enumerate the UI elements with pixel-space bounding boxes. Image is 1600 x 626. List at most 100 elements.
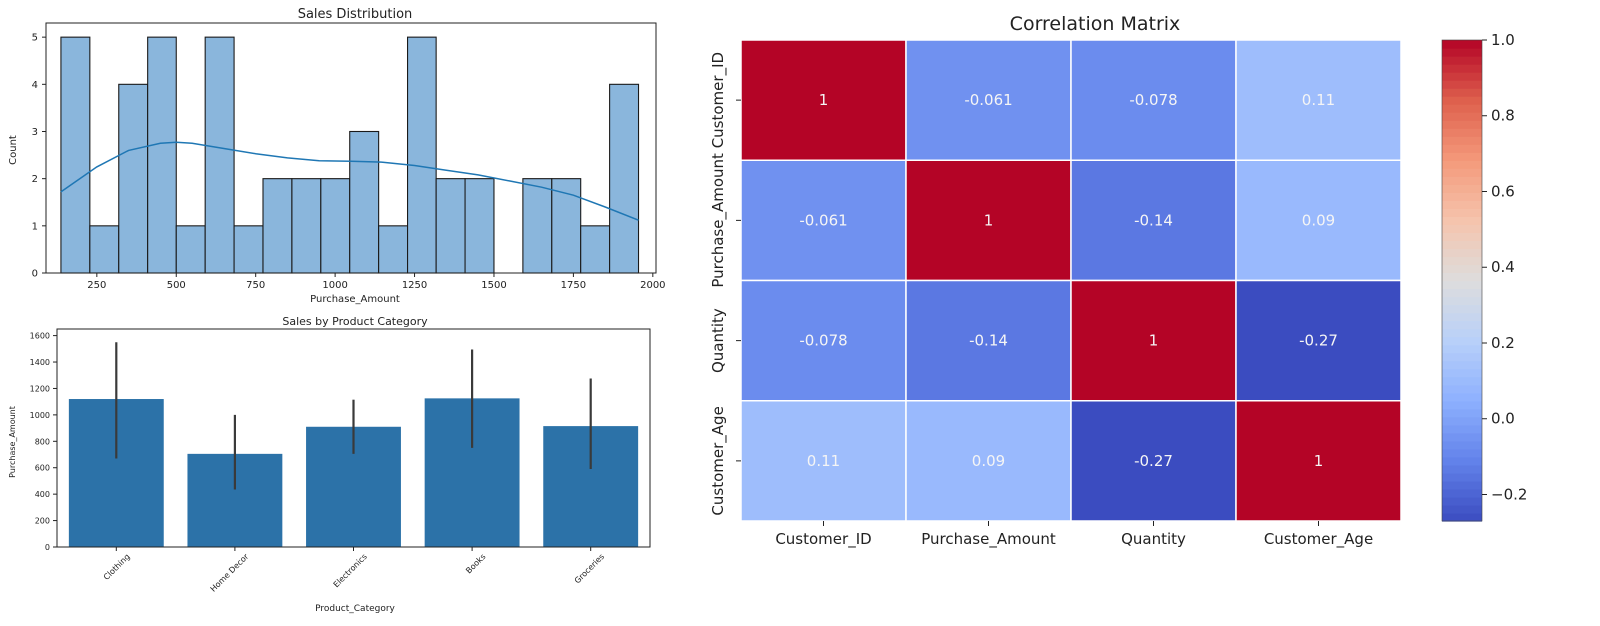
colorbar-tick-label: 0.0: [1491, 410, 1515, 428]
colorbar-segment: [1442, 256, 1482, 266]
histogram-plot-area: 250 500 750 1000 1250 1500 1750 2000 0 1 2 3 4 5: [32, 22, 666, 291]
y-tick-label: 5: [32, 33, 38, 44]
colorbar-segment: [1442, 80, 1482, 89]
histogram-bar: [291, 178, 322, 274]
colorbar-segment: [1442, 160, 1482, 169]
histogram-bar: [609, 83, 640, 274]
colorbar-segment: [1442, 296, 1482, 306]
y-tick-label: 0: [45, 543, 50, 552]
heatmap-cell: [905, 39, 1072, 161]
colorbar-segment: [1442, 392, 1482, 402]
x-tick-label: 1000: [322, 280, 347, 291]
y-tick-label: 1000: [30, 411, 50, 420]
histogram-bar: [320, 178, 351, 274]
y-tick-label: 1200: [30, 384, 50, 393]
colorbar-segment: [1442, 216, 1482, 225]
colorbar-segment: [1442, 72, 1482, 81]
colorbar-segment: [1442, 328, 1482, 338]
histogram-panel: Sales Distribution 250 500 750 1000 1250 1500…: [8, 7, 666, 305]
histogram-title: Sales Distribution: [298, 7, 413, 22]
heatmap-cell: [1070, 159, 1237, 282]
x-tick-label: Electronics: [332, 552, 369, 589]
histogram-xlabel: Purchase_Amount: [310, 294, 400, 305]
heatmap-title: Correlation Matrix: [1010, 13, 1181, 35]
y-tick-label: 3: [32, 127, 38, 138]
y-tick-label: 2: [32, 174, 38, 185]
y-tick-label: 0: [32, 269, 38, 280]
colorbar-segment: [1442, 344, 1482, 354]
colorbar-segment: [1442, 488, 1482, 498]
y-tick-label: 400: [35, 490, 50, 499]
y-tick-label: Customer_Age: [709, 406, 728, 515]
heatmap-plot-area: 1 -0.061 -0.078 0.11 -0.061 1 -0.14 0.09 -0.078 -…: [709, 39, 1402, 549]
colorbar-tick-label: 0.2: [1491, 334, 1515, 352]
colorbar-segment: [1442, 400, 1482, 410]
x-tick-label: Clothing: [102, 552, 132, 582]
x-tick-label: Quantity: [1121, 530, 1186, 548]
heatmap-cell-label: 1: [1314, 452, 1324, 470]
heatmap-cell-label: 0.09: [972, 452, 1005, 470]
heatmap-cell-label: -0.27: [1299, 332, 1338, 350]
x-tick-label: Books: [464, 552, 487, 575]
x-tick-label: Purchase_Amount: [921, 530, 1056, 549]
histogram-bar: [464, 178, 495, 274]
heatmap-cell: [1235, 159, 1402, 282]
colorbar-segment: [1442, 232, 1482, 242]
colorbar-tick-label: −0.2: [1491, 485, 1527, 503]
histogram-bar: [175, 225, 206, 274]
colorbar-tick-label: 1.0: [1491, 31, 1515, 49]
colorbar-segment: [1442, 448, 1482, 458]
x-tick-label: 1500: [481, 280, 506, 291]
y-tick-label: 800: [35, 437, 50, 446]
x-tick-label: 1250: [402, 280, 427, 291]
y-tick-label: 1: [32, 221, 38, 232]
colorbar-segment: [1442, 360, 1482, 370]
y-tick-label: 600: [35, 464, 50, 473]
histogram-frame: [45, 22, 657, 274]
histogram-bar: [551, 178, 582, 274]
y-tick-label: Quantity: [709, 308, 727, 373]
y-tick-label: Customer_ID: [709, 52, 728, 148]
colorbar-segment: [1442, 312, 1482, 322]
heatmap-cell: [1235, 279, 1402, 402]
heatmap-cell-label: -0.078: [799, 332, 847, 350]
heatmap-cell-label: 0.09: [1302, 211, 1335, 229]
colorbar-segment: [1442, 432, 1482, 442]
colorbar-segment: [1442, 136, 1482, 145]
colorbar-segment: [1442, 384, 1482, 394]
x-tick-label: Groceries: [573, 552, 606, 585]
x-tick-label: Home Decor: [209, 552, 251, 594]
histogram-bar: [349, 130, 380, 274]
heatmap-cell-label: 0.11: [1302, 91, 1335, 109]
colorbar-frame: [1441, 39, 1483, 522]
colorbar: 1.0 0.8 0.6 0.4 0.2 0.0 −0.2: [1441, 31, 1527, 522]
colorbar-segment: [1442, 456, 1482, 466]
category-bar-xlabel: Product_Category: [315, 604, 395, 614]
histogram-bar: [435, 178, 466, 274]
category-bar-plot-area: Clothing Home Decor Electronics Books Grocer…: [30, 328, 651, 594]
heatmap-cell-label: 1: [819, 91, 829, 109]
colorbar-segment: [1442, 240, 1482, 250]
histogram-bar: [262, 178, 293, 274]
colorbar-segment: [1442, 248, 1482, 258]
colorbar-segment: [1442, 96, 1482, 105]
colorbar-segment: [1442, 112, 1482, 121]
colorbar-segment: [1442, 376, 1482, 386]
colorbar-segment: [1442, 120, 1482, 129]
heatmap-cell-label: -0.061: [964, 91, 1012, 109]
x-tick-label: 500: [167, 280, 186, 291]
histogram-bar: [233, 225, 264, 274]
colorbar-segment: [1442, 264, 1482, 274]
y-tick-label: 1400: [30, 358, 50, 367]
histogram-bar: [118, 83, 149, 274]
colorbar-segment: [1442, 56, 1482, 65]
histogram-bar: [522, 178, 553, 274]
y-tick-label: 4: [32, 80, 38, 91]
heatmap-panel: Correlation Matrix 1 -0.061 -0.078 0.11 -0.0…: [709, 13, 1527, 549]
histogram-bar: [60, 36, 91, 274]
colorbar-segment: [1442, 64, 1482, 73]
x-tick-label: Customer_Age: [1264, 530, 1373, 549]
heatmap-cell-label: 0.11: [807, 452, 840, 470]
colorbar-segment: [1442, 472, 1482, 482]
